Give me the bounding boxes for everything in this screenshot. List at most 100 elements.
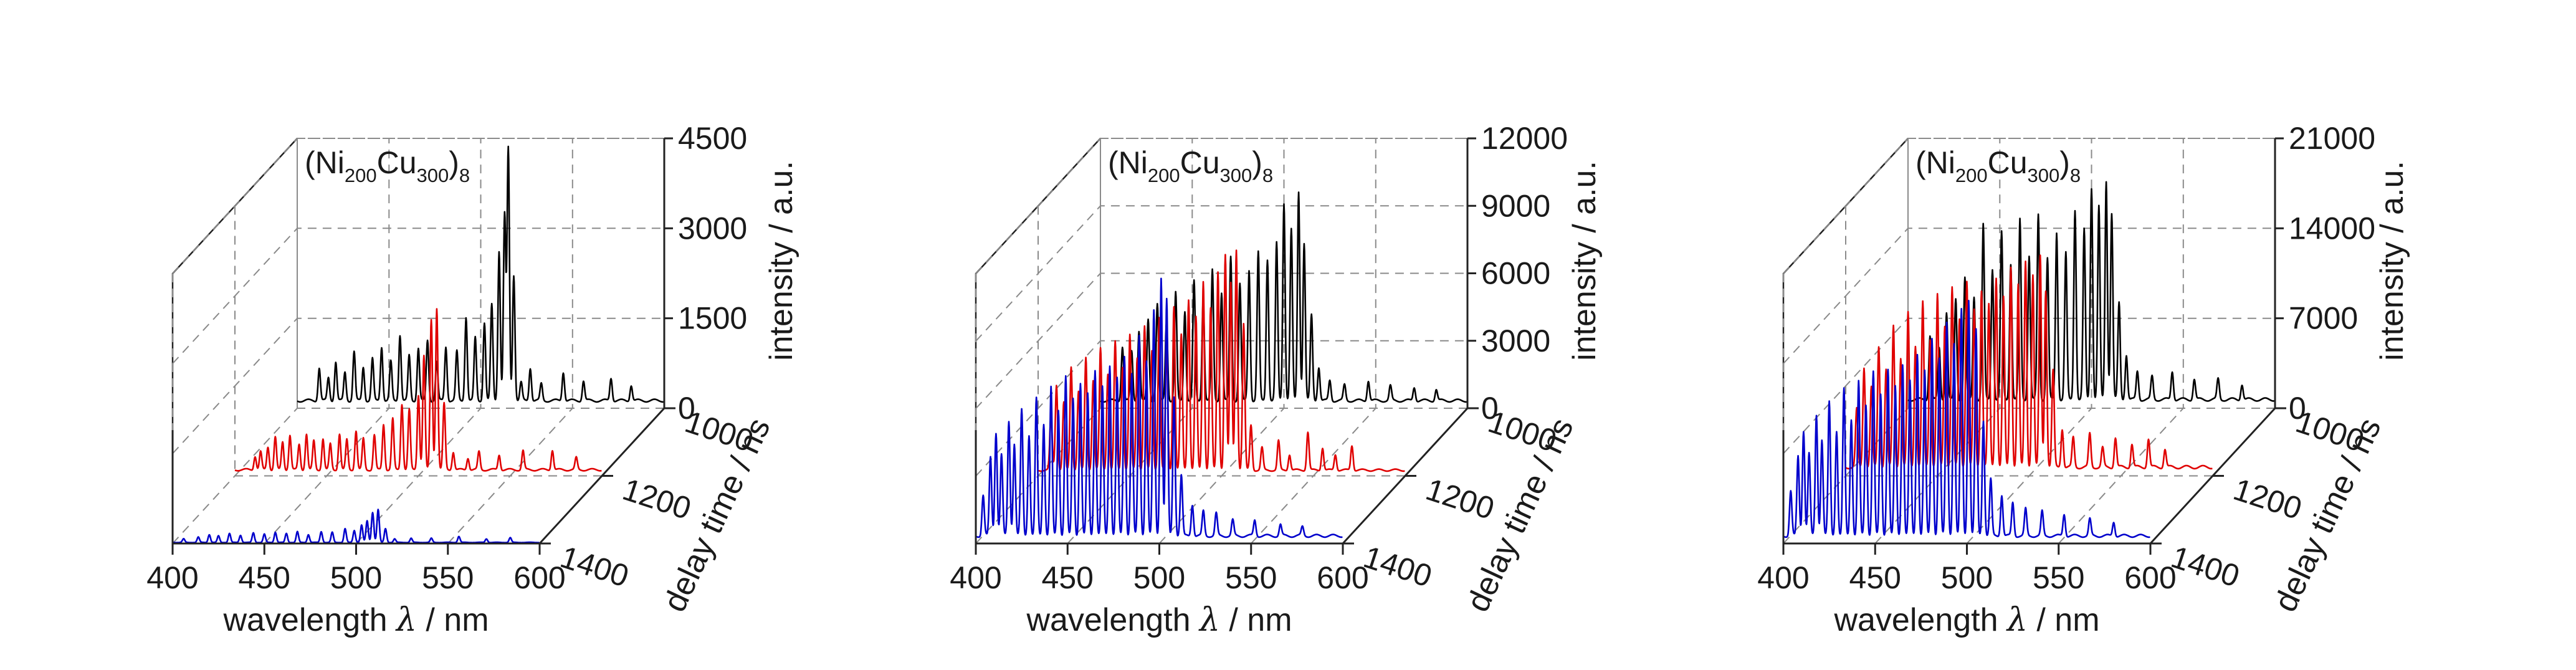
z-tick-label: 6000 <box>1481 256 1550 291</box>
x-tick-label: 550 <box>2033 560 2084 595</box>
z-axis-title: intensity / a.u. <box>2374 161 2410 361</box>
x-axis-title-symbol: λ <box>1198 601 1220 639</box>
x-axis-title-symbol: λ <box>2006 601 2028 639</box>
z-tick-label: 3000 <box>1481 323 1550 358</box>
z-tick-label: 7000 <box>2289 301 2358 336</box>
spectrum-line-1400 <box>172 509 540 544</box>
z-tick-label: 0 <box>2289 391 2306 426</box>
x-axis-title-suffix: / nm <box>417 602 489 638</box>
z-axis-title: intensity / a.u. <box>1567 161 1603 361</box>
grid-lines <box>171 138 665 544</box>
z-tick-label: 9000 <box>1481 188 1550 223</box>
z-tick-label: 12000 <box>1481 121 1568 156</box>
x-axis-title-symbol: λ <box>395 601 417 639</box>
z-grid-line <box>1783 138 2275 274</box>
x-grid-line <box>355 138 482 544</box>
series-1200 <box>1038 249 1406 472</box>
z-grid-line <box>975 205 1467 342</box>
x-tick-label: 500 <box>1133 560 1185 595</box>
x-tick-label: 400 <box>146 560 198 595</box>
sample-label-subscript: 300 <box>1220 165 1252 186</box>
z-grid-line <box>975 138 1467 274</box>
series-1400 <box>975 277 1343 538</box>
y-tick-label: 1200 <box>619 472 695 527</box>
x-axis-title-prefix: wavelength <box>1833 602 2007 638</box>
x-tick-label: 450 <box>239 560 290 595</box>
x-grid-line <box>264 138 390 544</box>
x-axis-title: wavelength λ / nm <box>222 601 489 639</box>
y-tick-label: 1200 <box>1422 472 1499 527</box>
sample-label-part: ) <box>1252 145 1262 180</box>
x-axis-title-suffix: / nm <box>1220 602 1292 638</box>
spectrum-line-1000 <box>297 145 665 403</box>
x-axis-title-prefix: wavelength <box>222 602 396 638</box>
x-axis-title: wavelength λ / nm <box>1833 601 2099 639</box>
z-grid-line <box>172 227 664 364</box>
x-tick-label: 550 <box>422 560 474 595</box>
x-axis-title-suffix: / nm <box>2028 602 2100 638</box>
z-tick-label: 1500 <box>678 301 747 336</box>
x-tick-label: 600 <box>513 560 565 595</box>
sample-label-part: ) <box>449 145 459 180</box>
x-axis-title: wavelength λ / nm <box>1026 601 1292 639</box>
sample-label-part: Cu <box>1180 145 1220 180</box>
sample-label-part: ) <box>2059 145 2070 180</box>
z-tick-label: 0 <box>678 391 695 426</box>
sample-label-subscript: 200 <box>1148 165 1180 186</box>
z-tick-label: 14000 <box>2289 211 2375 246</box>
series-1000 <box>1100 191 1468 403</box>
sample-label-subscript: 300 <box>2028 165 2060 186</box>
sample-label-part: (Ni <box>1915 145 1955 180</box>
x-tick-label: 400 <box>950 560 1001 595</box>
sample-label-subscript: 200 <box>1955 165 1988 186</box>
series-1200 <box>1845 254 2213 470</box>
y-grid-line <box>1100 138 1467 409</box>
x-tick-label: 450 <box>1849 560 1901 595</box>
spectrum-line-1200 <box>234 308 603 472</box>
axes-frame <box>171 138 665 544</box>
spectrum-line-1400 <box>1783 299 2151 538</box>
z-grid-line <box>975 340 1467 477</box>
x-tick-label: 550 <box>1225 560 1277 595</box>
series-1000 <box>297 145 665 403</box>
y-tick-label: 1400 <box>2167 539 2244 594</box>
z-tick-label: 21000 <box>2289 121 2375 156</box>
series-1400 <box>1783 299 2151 538</box>
sample-label-subscript: 200 <box>345 165 377 186</box>
spectrum-line-1200 <box>1845 254 2213 470</box>
x-tick-label: 600 <box>2124 560 2176 595</box>
sample-label-part: (Ni <box>1108 145 1148 180</box>
sample-label-part: Cu <box>377 145 417 180</box>
series-1200 <box>234 308 603 472</box>
sample-label-subscript: 300 <box>417 165 449 186</box>
z-grid-line <box>172 317 664 454</box>
z-grid-line <box>1783 227 2275 364</box>
spectrum-line-1000 <box>1100 191 1468 403</box>
sample-label: (Ni200Cu300)8 <box>1915 145 2081 186</box>
z-grid-line <box>975 272 1467 409</box>
sample-label-subscript: 8 <box>2070 165 2081 186</box>
z-grid-line <box>172 138 664 274</box>
sample-label: (Ni200Cu300)8 <box>1108 145 1273 186</box>
x-tick-label: 500 <box>1941 560 1993 595</box>
x-tick-label: 400 <box>1757 560 1809 595</box>
y-tick-label: 1400 <box>556 539 633 594</box>
series-1400 <box>172 509 540 544</box>
z-axis-title: intensity / a.u. <box>763 161 799 361</box>
sample-label: (Ni200Cu300)8 <box>305 145 470 186</box>
sample-label-part: Cu <box>1988 145 2028 180</box>
sample-label-subscript: 8 <box>1262 165 1273 186</box>
spectrum-line-1400 <box>975 277 1343 538</box>
sample-label-subscript: 8 <box>459 165 470 186</box>
x-tick-label: 500 <box>330 560 382 595</box>
x-tick-label: 600 <box>1317 560 1368 595</box>
y-tick-label: 1200 <box>2230 472 2306 527</box>
x-tick-label: 450 <box>1042 560 1094 595</box>
z-tick-label: 0 <box>1481 391 1499 426</box>
spectrum-line-1200 <box>1038 249 1406 472</box>
